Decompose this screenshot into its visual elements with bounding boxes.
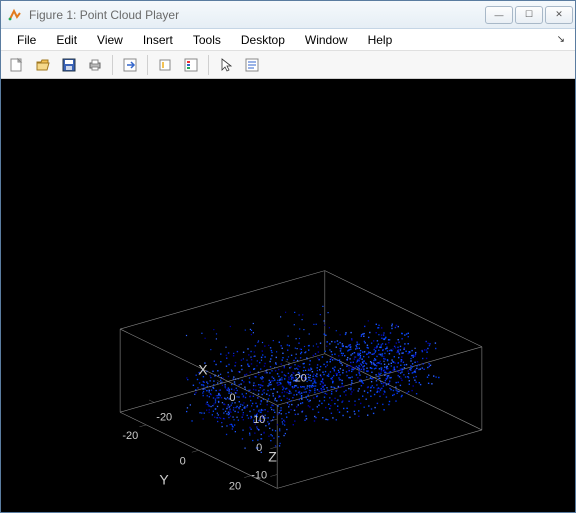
new-figure-icon[interactable]: [5, 54, 29, 76]
svg-text:10: 10: [253, 414, 265, 426]
toolbar-separator: [112, 55, 113, 75]
point-cloud-plot: -20 0 20 -20 0 20 -10 0 10 X Y Z: [1, 79, 575, 512]
rotate3d-icon[interactable]: [153, 54, 177, 76]
x-axis-label: X: [198, 361, 208, 377]
link-icon[interactable]: [118, 54, 142, 76]
menu-view[interactable]: View: [87, 31, 133, 49]
toolbar-separator: [147, 55, 148, 75]
svg-text:0: 0: [256, 442, 262, 454]
minimize-button[interactable]: —: [485, 6, 513, 24]
toolbar-separator: [208, 55, 209, 75]
toolbar: [1, 51, 575, 79]
menu-edit[interactable]: Edit: [46, 31, 87, 49]
menu-tools[interactable]: Tools: [183, 31, 231, 49]
cursor-icon[interactable]: [214, 54, 238, 76]
maximize-button[interactable]: ☐: [515, 6, 543, 24]
close-button[interactable]: ✕: [545, 6, 573, 24]
notes-icon[interactable]: [240, 54, 264, 76]
svg-text:-20: -20: [156, 411, 172, 423]
matlab-icon: [7, 7, 23, 23]
titlebar[interactable]: Figure 1: Point Cloud Player — ☐ ✕: [1, 1, 575, 29]
menu-help[interactable]: Help: [358, 31, 403, 49]
dock-icon[interactable]: ↘: [557, 34, 569, 45]
menu-insert[interactable]: Insert: [133, 31, 183, 49]
svg-text:-20: -20: [122, 430, 138, 442]
svg-text:20: 20: [295, 373, 307, 385]
svg-text:-10: -10: [251, 470, 267, 482]
menu-desktop[interactable]: Desktop: [231, 31, 295, 49]
window-buttons: — ☐ ✕: [485, 6, 573, 24]
z-axis-label: Z: [268, 448, 277, 464]
menu-file[interactable]: File: [7, 31, 46, 49]
svg-text:20: 20: [229, 481, 241, 493]
legend-icon[interactable]: [179, 54, 203, 76]
menubar: File Edit View Insert Tools Desktop Wind…: [1, 29, 575, 51]
axes-canvas[interactable]: -20 0 20 -20 0 20 -10 0 10 X Y Z: [1, 79, 575, 512]
print-icon[interactable]: [83, 54, 107, 76]
save-icon[interactable]: [57, 54, 81, 76]
svg-text:0: 0: [229, 392, 235, 404]
svg-text:0: 0: [180, 455, 186, 467]
figure-window: Figure 1: Point Cloud Player — ☐ ✕ File …: [0, 0, 576, 513]
y-axis-label: Y: [159, 471, 169, 487]
open-icon[interactable]: [31, 54, 55, 76]
window-title: Figure 1: Point Cloud Player: [29, 8, 479, 22]
menu-window[interactable]: Window: [295, 31, 358, 49]
